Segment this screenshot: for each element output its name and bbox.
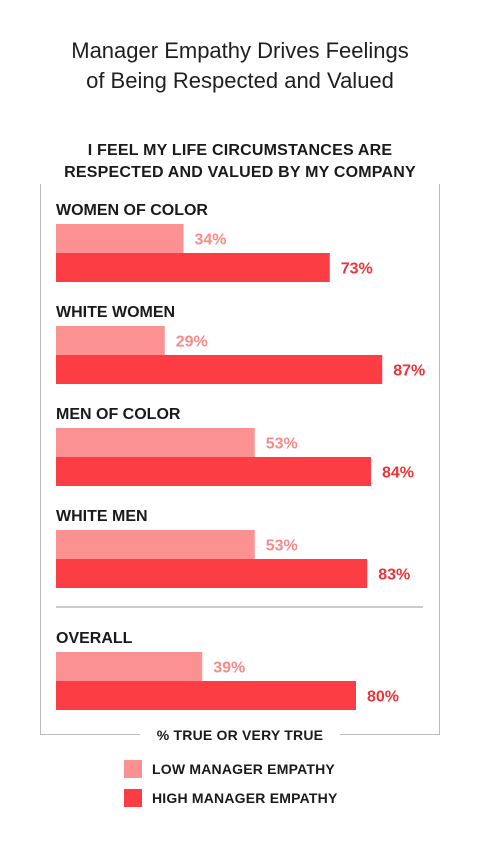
data-label-women-of-color-low: 34% [195, 232, 227, 249]
chart-subtitle-line-1: I FEEL MY LIFE CIRCUMSTANCES ARE [87, 142, 393, 159]
bar-overall-low [56, 652, 203, 681]
chart-subtitle-line-2: RESPECTED AND VALUED BY MY COMPANY [64, 164, 416, 181]
bar-women-of-color-low [56, 224, 184, 253]
category-label-white-women: WHITE WOMEN [56, 304, 175, 321]
legend-item-high: HIGH MANAGER EMPATHY [124, 789, 337, 807]
bar-white-men-low [56, 530, 255, 559]
bar-white-women-low [56, 326, 165, 355]
data-label-white-women-low: 29% [176, 334, 208, 351]
legend-label-high: HIGH MANAGER EMPATHY [152, 790, 338, 806]
legend-label-low: LOW MANAGER EMPATHY [152, 761, 335, 777]
category-label-women-of-color: WOMEN OF COLOR [56, 202, 208, 219]
legend: LOW MANAGER EMPATHY HIGH MANAGER EMPATHY [124, 760, 337, 818]
legend-swatch-low [124, 760, 142, 778]
data-label-men-of-color-high: 84% [382, 465, 414, 482]
data-label-overall-low: 39% [213, 660, 245, 677]
category-label-overall: OVERALL [56, 630, 133, 647]
data-label-white-men-low: 53% [266, 538, 298, 555]
bar-white-women-high [56, 355, 383, 384]
category-label-men-of-color: MEN OF COLOR [56, 406, 181, 423]
data-label-women-of-color-high: 73% [341, 261, 373, 278]
data-label-white-women-high: 87% [393, 363, 425, 380]
bar-white-men-high [56, 559, 368, 588]
legend-item-low: LOW MANAGER EMPATHY [124, 760, 337, 778]
chart-subtitle: I FEEL MY LIFE CIRCUMSTANCES ARE RESPECT… [20, 140, 460, 184]
chart-title-line-2: of Being Respected and Valued [86, 68, 394, 93]
chart-title-line-1: Manager Empathy Drives Feelings [71, 38, 409, 63]
bar-women-of-color-high [56, 253, 330, 282]
category-label-white-men: WHITE MEN [56, 508, 148, 525]
chart-title: Manager Empathy Drives Feelings of Being… [0, 36, 480, 96]
data-label-overall-high: 80% [367, 689, 399, 706]
data-label-white-men-high: 83% [378, 567, 410, 584]
bar-men-of-color-low [56, 428, 255, 457]
data-label-men-of-color-low: 53% [266, 436, 298, 453]
x-axis-label: % TRUE OR VERY TRUE [140, 727, 340, 743]
bar-overall-high [56, 681, 356, 710]
bar-men-of-color-high [56, 457, 371, 486]
legend-swatch-high [124, 789, 142, 807]
